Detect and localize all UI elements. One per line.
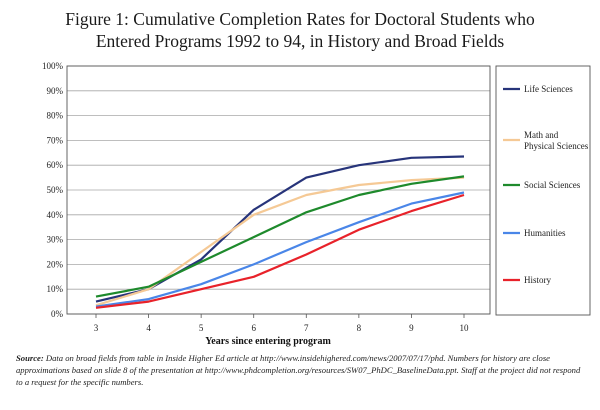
legend-label: Social Sciences	[524, 180, 581, 190]
chart-title-line-1: Figure 1: Cumulative Completion Rates fo…	[65, 9, 535, 29]
y-tick-label: 60%	[47, 160, 64, 170]
series-line-5	[95, 193, 465, 309]
y-tick-label: 0%	[51, 309, 64, 319]
source-label: Source:	[16, 353, 44, 363]
chart-title: Figure 1: Cumulative Completion Rates fo…	[0, 8, 600, 52]
series-line-1	[95, 155, 465, 303]
series-line-4	[95, 191, 465, 308]
x-tick-label: 5	[199, 323, 204, 333]
legend-box	[495, 65, 591, 316]
y-tick-label: 70%	[47, 135, 64, 145]
source-note: Source: Data on broad fields from table …	[16, 352, 588, 388]
x-tick-label: 4	[146, 323, 151, 333]
y-tick-label: 90%	[47, 86, 64, 96]
y-tick-label: 80%	[47, 111, 64, 121]
y-tick-label: 30%	[47, 235, 64, 245]
y-tick-label: 40%	[47, 210, 64, 220]
chart-title-line-2: Entered Programs 1992 to 94, in History …	[95, 31, 505, 51]
legend-label: History	[524, 275, 552, 285]
source-text: Data on broad fields from table in Insid…	[16, 353, 581, 387]
x-tick-label: 7	[304, 323, 309, 333]
x-axis-label: Years since entering program	[205, 336, 331, 347]
x-tick-label: 9	[409, 323, 414, 333]
x-tick-label: 6	[251, 323, 256, 333]
plot-area	[66, 65, 491, 315]
legend-label: Math and	[524, 130, 559, 140]
y-tick-label: 100%	[42, 61, 64, 71]
x-tick-label: 10	[460, 323, 470, 333]
legend-label: Life Sciences	[524, 84, 573, 94]
x-tick-label: 3	[94, 323, 99, 333]
series-line-3	[95, 175, 465, 298]
y-tick-label: 10%	[47, 284, 64, 294]
y-tick-label: 50%	[47, 185, 64, 195]
legend-label: Physical Sciences	[524, 141, 589, 151]
y-tick-label: 20%	[47, 259, 64, 269]
x-tick-label: 8	[357, 323, 362, 333]
legend-label: Humanities	[524, 228, 566, 238]
